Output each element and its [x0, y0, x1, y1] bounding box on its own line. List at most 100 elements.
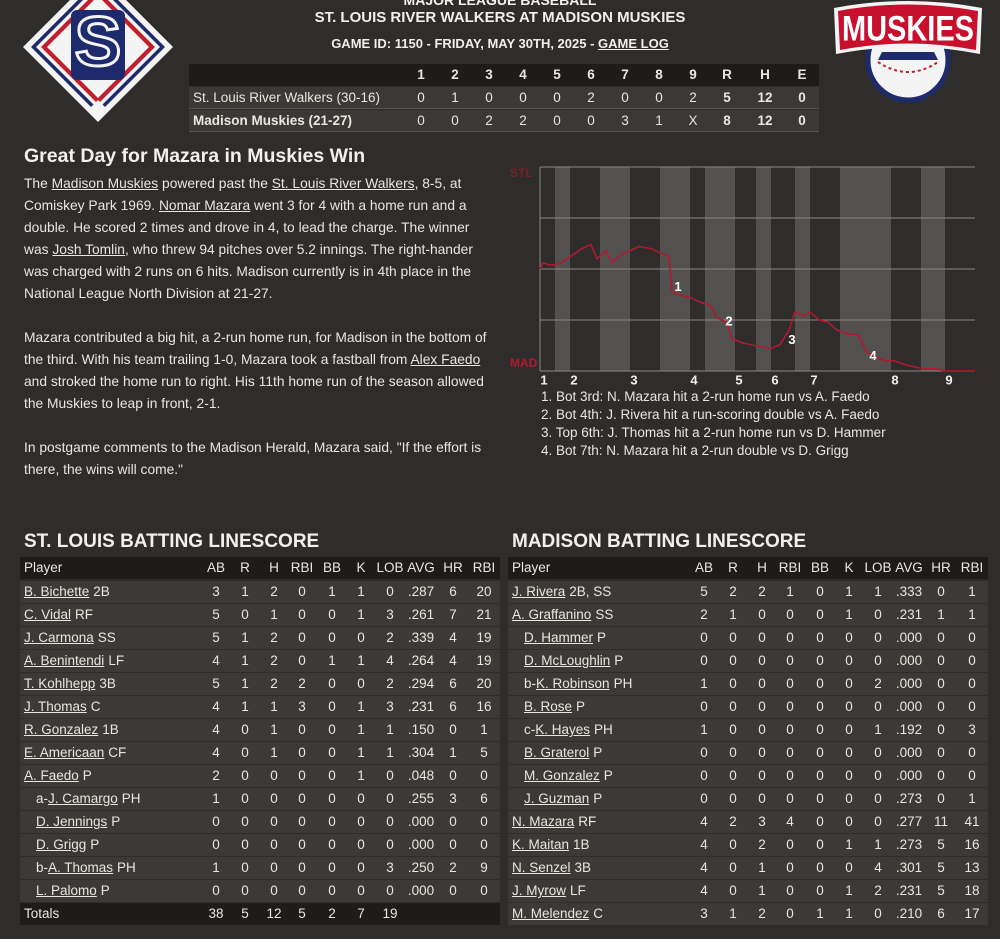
player-link[interactable]: M. Melendez: [512, 906, 590, 921]
player-link[interactable]: N. Mazara: [512, 814, 575, 829]
player-link[interactable]: D. Jennings: [36, 814, 108, 829]
player-link[interactable]: C. Vidal: [24, 607, 72, 622]
player-cell: A. Benintendi LF: [24, 650, 124, 672]
article-link[interactable]: Madison Muskies: [51, 176, 159, 191]
linescore-row: Madison Muskies (21-27) 0 0 2 2 0 0 3 1 X 8 12 0: [189, 110, 819, 132]
stat-cell: 4: [449, 630, 457, 645]
stat-cell: 0: [449, 814, 457, 829]
stat-cell: 1: [816, 906, 824, 921]
stat-cell: .048: [407, 768, 435, 783]
player-link[interactable]: A. Benintendi: [24, 653, 105, 668]
article-link[interactable]: Alex Faedo: [410, 352, 481, 367]
stat-cell: .250: [407, 860, 435, 875]
player-link[interactable]: K. Maitan: [512, 837, 570, 852]
article-link[interactable]: Josh Tomlin: [52, 242, 125, 257]
stat-cell: 0: [357, 860, 365, 875]
stat-cell: 0: [816, 860, 824, 875]
batting-row: D. Grigg P 0 0 0 0 0 0 0 .000 0 0: [20, 834, 500, 856]
player-link[interactable]: D. Grigg: [36, 837, 87, 852]
article-paragraph: The Madison Muskies powered past the St.…: [24, 173, 492, 305]
player-link[interactable]: B. Rose: [524, 699, 573, 714]
player-link[interactable]: N. Senzel: [512, 860, 571, 875]
stat-cell: 0: [845, 630, 853, 645]
stat-cell: 1: [357, 745, 365, 760]
stat-cell: 0: [700, 653, 708, 668]
stat-cell: 1: [241, 699, 249, 714]
stat-cell: .273: [895, 837, 923, 852]
player-cell: A. Graffanino SS: [512, 604, 613, 626]
total-cell: 12: [266, 906, 282, 921]
player-link[interactable]: A. Faedo: [24, 768, 79, 783]
column-header: R: [728, 560, 738, 575]
player-link[interactable]: L. Palomo: [36, 883, 97, 898]
stat-cell: 5: [700, 584, 708, 599]
batting-row: E. Americaan CF 4 0 1 0 0 1 1 .304 1 5: [20, 742, 500, 764]
player-link[interactable]: A. Graffanino: [512, 607, 592, 622]
score-cell: 0: [519, 90, 527, 105]
player-position: CF: [108, 745, 127, 760]
player-link[interactable]: A. Thomas: [48, 860, 114, 875]
player-link[interactable]: J. Thomas: [24, 699, 87, 714]
player-link[interactable]: K. Hayes: [535, 722, 591, 737]
stat-cell: .255: [407, 791, 435, 806]
batting-row: D. McLoughlin P 0 0 0 0 0 0 0 .000 0 0: [508, 650, 988, 672]
batting-row: B. Bichette 2B 3 1 2 0 1 1 0.287 6 20: [20, 581, 500, 603]
player-link[interactable]: M. Gonzalez: [524, 768, 600, 783]
player-link[interactable]: T. Kohlhepp: [24, 676, 96, 691]
player-link[interactable]: D. McLoughlin: [524, 653, 611, 668]
stat-cell: .277: [895, 814, 923, 829]
stat-cell: 0: [937, 584, 945, 599]
player-link[interactable]: D. Hammer: [524, 630, 594, 645]
stat-cell: 0: [298, 883, 306, 898]
stat-cell: 0: [241, 791, 249, 806]
player-link[interactable]: E. Americaan: [24, 745, 105, 760]
stat-cell: 1: [845, 607, 853, 622]
batting-row: c-K. Hayes PH 1 0 0 0 0 0 1 .192 0 3: [508, 719, 988, 741]
stat-cell: 0: [937, 676, 945, 691]
player-cell: B. Rose P: [524, 696, 585, 718]
game-log-link[interactable]: GAME LOG: [598, 36, 669, 51]
player-link[interactable]: K. Robinson: [536, 676, 610, 691]
player-position: P: [593, 745, 603, 760]
player-link[interactable]: J. Camargo: [48, 791, 118, 806]
batting-row: A. Benintendi LF 4 1 2 0 1 1 4 .264 4 19: [20, 650, 500, 672]
player-link[interactable]: J. Myrow: [512, 883, 566, 898]
stat-cell: 0: [386, 883, 394, 898]
stat-cell: 1: [449, 745, 457, 760]
stat-cell: 0: [758, 653, 766, 668]
player-link[interactable]: B. Bichette: [24, 584, 90, 599]
stat-cell: 0: [700, 791, 708, 806]
player-link[interactable]: J. Guzman: [524, 791, 590, 806]
player-cell: D. Jennings P: [36, 811, 120, 833]
score-cell: 0: [485, 90, 493, 105]
stat-cell: 3: [386, 860, 394, 875]
stat-cell: .000: [895, 653, 923, 668]
totals-label: Totals: [24, 906, 60, 921]
score-cell: 0: [417, 113, 425, 128]
stat-cell: 0: [298, 584, 306, 599]
stat-cell: 0: [241, 883, 249, 898]
batting-row: D. Hammer P 0 0 0 0 0 0 0 .000 0 0: [508, 627, 988, 649]
stat-cell: 0: [298, 837, 306, 852]
column-header: LOB: [376, 560, 404, 575]
player-link[interactable]: B. Graterol: [524, 745, 590, 760]
article-paragraph: In postgame comments to the Madison Hera…: [24, 437, 492, 481]
player-position: RF: [75, 607, 94, 622]
stat-cell: 0: [816, 584, 824, 599]
player-position: SS: [97, 630, 116, 645]
stat-cell: 1: [241, 676, 249, 691]
article-link[interactable]: St. Louis River Walkers: [271, 176, 415, 191]
stat-cell: 1: [845, 906, 853, 921]
stat-cell: 1: [357, 722, 365, 737]
stat-cell: 0: [328, 860, 336, 875]
batting-row: B. Graterol P 0 0 0 0 0 0 0 .000 0 0: [508, 742, 988, 764]
stat-cell: 0: [700, 768, 708, 783]
player-link[interactable]: J. Rivera: [512, 584, 566, 599]
player-position: LF: [108, 653, 125, 668]
stat-cell: 5: [212, 676, 220, 691]
player-link[interactable]: R. Gonzalez: [24, 722, 99, 737]
stat-cell: 2: [212, 768, 220, 783]
column-header: BB: [322, 560, 342, 575]
player-link[interactable]: J. Carmona: [24, 630, 94, 645]
article-link[interactable]: Nomar Mazara: [158, 198, 251, 213]
